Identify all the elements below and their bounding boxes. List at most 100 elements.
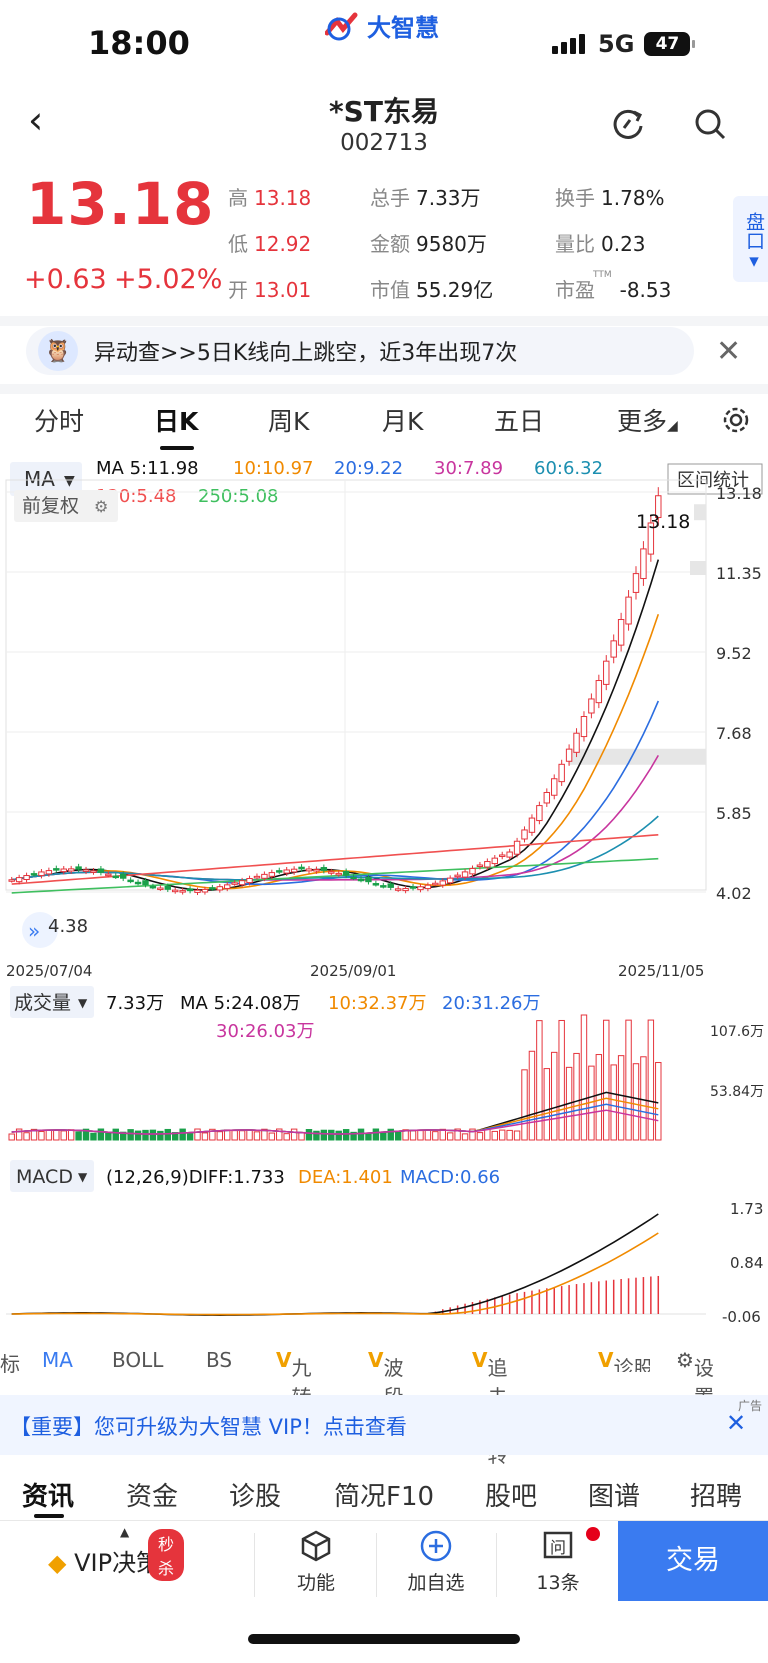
volume-bar — [238, 1130, 246, 1141]
ma-selector[interactable] — [10, 462, 82, 496]
vip-v-icon: V — [472, 1348, 488, 1372]
volume-bar — [30, 1128, 38, 1141]
volume-bar — [387, 1128, 394, 1141]
stock-code: 002713 — [340, 130, 428, 156]
refresh-icon[interactable] — [608, 104, 648, 144]
volume-bar — [216, 1131, 224, 1141]
candle — [603, 660, 610, 685]
volume-bar — [60, 1130, 67, 1141]
tab-weekly-k[interactable]: 周K — [268, 407, 310, 436]
expand-icon[interactable] — [22, 912, 58, 948]
tab-news[interactable]: 资讯 — [22, 1482, 75, 1512]
ind-settings[interactable]: ⚙ 设置 — [676, 1348, 714, 1409]
candle — [90, 870, 97, 873]
candle — [610, 640, 617, 658]
ma20-value: 20:9.22 — [334, 458, 403, 479]
double-arrow-icon: » — [28, 919, 40, 943]
volume-bar — [305, 1129, 313, 1141]
adjust-selector[interactable] — [14, 490, 118, 522]
volume-bar — [261, 1128, 268, 1141]
tab-daily-k[interactable]: 日K — [154, 407, 199, 436]
candle — [365, 877, 372, 883]
logo-text: 大智慧 — [367, 14, 439, 42]
macd-chart — [6, 1213, 706, 1317]
chart-settings-icon[interactable] — [722, 406, 750, 434]
candle — [8, 879, 15, 882]
ind-tab-boll[interactable]: BOLL — [112, 1348, 164, 1372]
volume-bar — [528, 1050, 536, 1141]
ma250-value: 250:5.08 — [198, 486, 279, 507]
function-button[interactable]: 功能 — [290, 1529, 342, 1595]
candle — [372, 883, 380, 886]
candle — [595, 680, 603, 704]
news-tabs: 资讯 资金 诊股 简况F10 股吧 图谱 招聘 — [0, 1470, 768, 1520]
svg-text:问: 问 — [550, 1538, 566, 1557]
tab-f10[interactable]: 简况F10 — [334, 1482, 435, 1512]
quote-open: 开 13.01 — [228, 278, 312, 302]
candle — [290, 868, 298, 873]
ind-tab-bs[interactable]: BS — [206, 1348, 233, 1372]
tab-diagnosis[interactable]: 诊股 — [229, 1482, 282, 1512]
close-banner-icon[interactable]: ✕ — [726, 1409, 747, 1437]
ind-tab-zhuiji[interactable]: V 追击反转 — [472, 1348, 508, 1467]
tab-recruit[interactable]: 招聘 — [690, 1482, 743, 1512]
close-alert-icon[interactable]: ✕ — [716, 334, 742, 369]
candle — [558, 763, 565, 783]
quote-volume: 总手 7.33万 — [370, 186, 481, 210]
volume-bar — [67, 1129, 75, 1141]
trade-button[interactable]: 交易 — [618, 1521, 768, 1601]
ind-tab-zhengu[interactable]: V 诊股 — [598, 1348, 650, 1372]
diamond-icon: ◆ — [48, 1549, 67, 1577]
macd-params: (12,26,9)DIFF:1.733 — [106, 1167, 285, 1188]
divider — [254, 1533, 255, 1597]
volume-bar — [603, 1019, 610, 1141]
tab-graph[interactable]: 图谱 — [588, 1482, 641, 1512]
volume-bar — [224, 1129, 231, 1141]
network-type: 5G — [598, 30, 635, 58]
tab-five-day[interactable]: 五日 — [494, 407, 545, 436]
volume-bar — [246, 1129, 253, 1141]
pankou-button[interactable]: 盘口▾ — [733, 196, 768, 282]
candle — [238, 880, 246, 886]
volume-bar — [38, 1131, 45, 1141]
caret-up-icon: ▲ — [120, 1525, 130, 1539]
vip-decision-button[interactable]: ▲ ◆ VIP决策 秒杀 — [48, 1525, 185, 1581]
volume-selector[interactable] — [10, 986, 94, 1018]
back-button[interactable]: ‹ — [28, 98, 44, 142]
candle — [528, 817, 536, 833]
kline-chart[interactable]: MA ▼ MA 5:11.98 10:10.97 20:9.22 30:7.89… — [0, 452, 768, 1337]
candle — [446, 877, 454, 884]
macd-selector[interactable] — [10, 1160, 94, 1192]
volume-bar — [424, 1129, 432, 1141]
volume-bar — [439, 1128, 446, 1141]
ind-tab-jiuzhuan[interactable]: V 九转 — [276, 1348, 312, 1409]
candle — [387, 883, 394, 888]
vip-banner[interactable]: 【重要】您可升级为大智慧 VIP！点击查看 广告 ✕ — [0, 1395, 768, 1455]
tab-funds[interactable]: 资金 — [126, 1482, 179, 1512]
ind-tab-ma[interactable]: MA — [42, 1348, 73, 1372]
range-stat-button[interactable] — [667, 463, 763, 495]
candle — [380, 885, 387, 888]
adjust-label: 前复权 — [22, 495, 79, 517]
candle — [647, 522, 655, 555]
ind-tab-partial[interactable]: 标 — [0, 1352, 20, 1376]
tab-more[interactable]: 更多◢ — [617, 407, 678, 436]
tab-fenshi[interactable]: 分时 — [34, 407, 85, 436]
ind-tab-boduanwang[interactable]: V 波段王 — [368, 1348, 404, 1438]
divider — [0, 316, 768, 326]
candle — [342, 870, 350, 876]
candle — [536, 805, 543, 822]
questions-button[interactable]: 问 13条 — [530, 1527, 600, 1595]
quote-mktcap: 市值 55.29亿 — [370, 278, 494, 302]
tab-forum[interactable]: 股吧 — [485, 1482, 538, 1512]
tab-monthly-k[interactable]: 月K — [382, 407, 424, 436]
candle — [246, 878, 253, 884]
ad-label: 广告 — [738, 1399, 763, 1413]
add-watchlist-button[interactable]: 加自选 — [404, 1529, 468, 1595]
candle — [119, 873, 127, 879]
candle — [60, 868, 67, 873]
alert-banner[interactable]: 🦉 异动查>>5日K线向上跳空，近3年出现7次 — [26, 327, 694, 375]
search-icon[interactable] — [690, 104, 730, 144]
divider — [376, 1533, 377, 1597]
notification-dot — [586, 1527, 600, 1541]
